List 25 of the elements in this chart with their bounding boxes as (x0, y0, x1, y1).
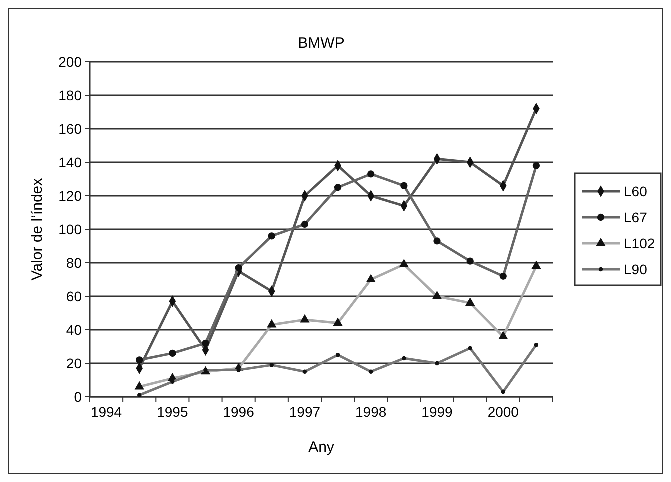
y-tick-label: 20 (66, 356, 82, 372)
x-tick-label: 1995 (157, 404, 188, 420)
y-tick-label: 120 (58, 188, 82, 204)
chart-title: BMWP (298, 35, 345, 52)
x-axis-title: Any (308, 439, 335, 456)
y-axis-title: Valor de l’índex (29, 178, 46, 281)
legend-label: L90 (624, 262, 648, 278)
legend-label: L102 (624, 236, 656, 252)
y-tick-label: 60 (66, 288, 82, 304)
x-tick-label: 1994 (90, 404, 122, 420)
y-tick-label: 100 (58, 222, 82, 238)
legend-label: L60 (624, 184, 648, 200)
y-tick-label: 140 (58, 154, 82, 170)
legend-label: L67 (624, 210, 648, 226)
x-tick-label: 1998 (356, 404, 387, 420)
x-tick-label: 1999 (422, 404, 454, 420)
x-tick-label: 2000 (488, 404, 520, 420)
y-tick-label: 80 (66, 255, 82, 271)
y-tick-label: 160 (58, 121, 82, 137)
y-tick-label: 180 (58, 88, 82, 104)
y-tick-label: 0 (74, 389, 82, 405)
y-tick-label: 200 (58, 54, 82, 70)
x-tick-label: 1997 (289, 404, 321, 420)
y-tick-label: 40 (66, 322, 82, 338)
x-tick-label: 1996 (223, 404, 255, 420)
